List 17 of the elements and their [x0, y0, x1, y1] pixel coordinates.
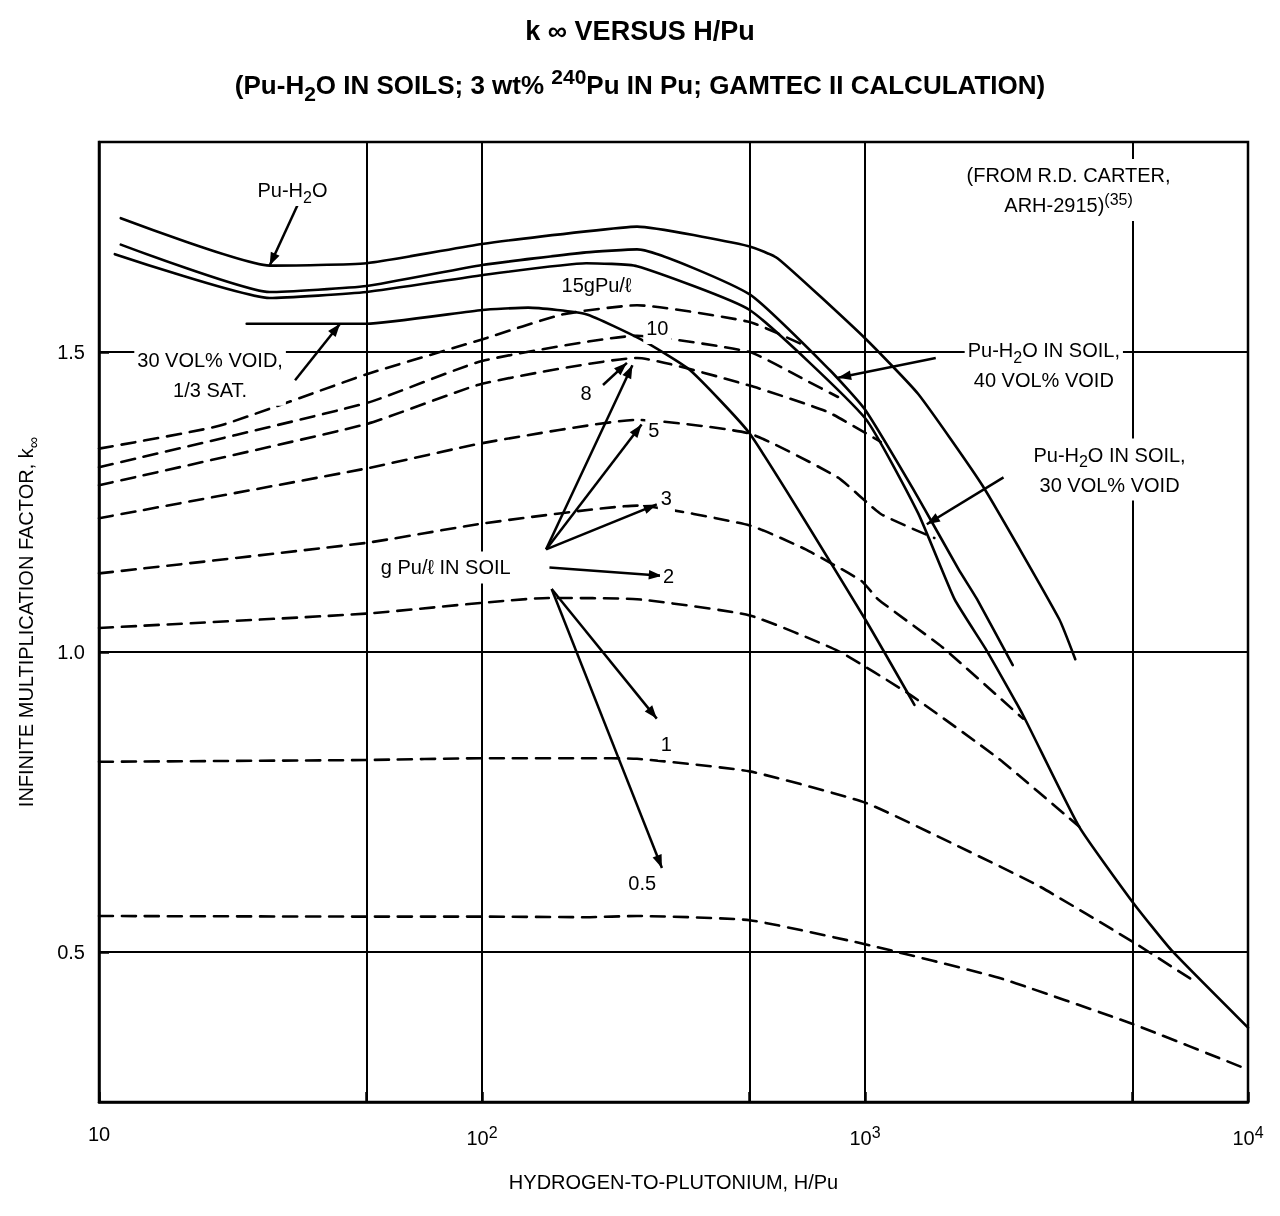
- annotation: 8: [580, 381, 592, 404]
- annotation: 10: [646, 317, 669, 339]
- x-axis-title: HYDROGEN-TO-PLUTONIUM, H/Pu: [508, 1171, 839, 1193]
- annotation: 3: [660, 486, 672, 509]
- annotation: 2: [663, 565, 675, 588]
- y-axis-title: INFINITE MULTIPLICATION FACTOR, k∞: [15, 436, 42, 808]
- annotation: 30 VOL% VOID, 1/3 SAT.: [137, 348, 283, 401]
- annotation: 1: [660, 732, 672, 755]
- annotation: 5: [648, 419, 660, 441]
- chart-title: k ∞ VERSUS H/Pu: [525, 15, 755, 46]
- annotation: 15gPu/ℓ: [561, 274, 632, 297]
- annotation: g Pu/ℓ IN SOIL: [380, 556, 511, 579]
- y-tick-label: 1.5: [57, 341, 85, 363]
- annotation: 0.5: [628, 872, 657, 894]
- x-tick-label: 10: [87, 1123, 111, 1145]
- y-tick-label: 1.0: [57, 641, 85, 663]
- y-tick-label: 0.5: [57, 941, 85, 963]
